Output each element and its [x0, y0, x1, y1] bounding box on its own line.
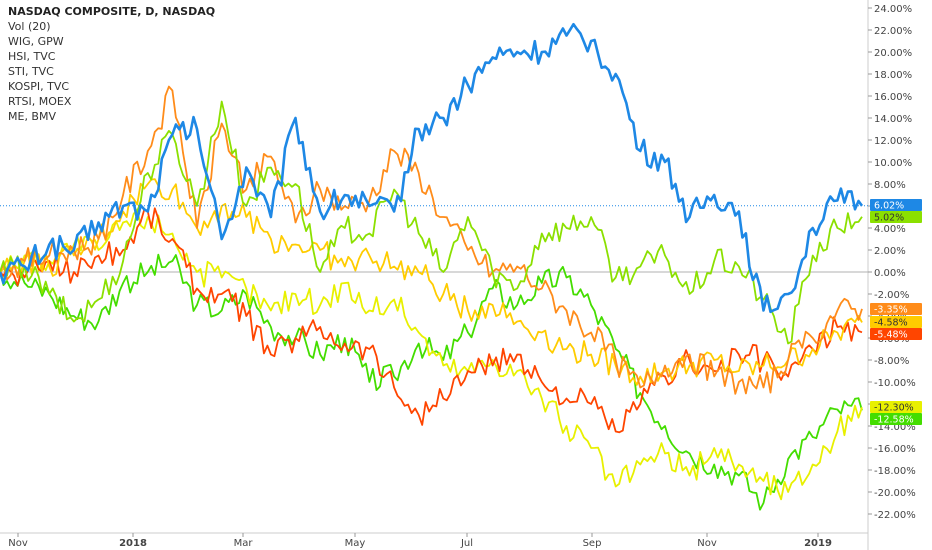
- legend-item-nasdaq[interactable]: NASDAQ COMPOSITE, D, NASDAQ: [8, 5, 216, 18]
- series-lines: [0, 22, 864, 511]
- y-tick-label: 20.00%: [874, 48, 912, 59]
- y-tick-label: 16.00%: [874, 92, 912, 103]
- last-value-text: -5.48%: [874, 330, 908, 341]
- series-line: [0, 85, 863, 395]
- y-tick-label: -22.00%: [874, 510, 916, 521]
- last-value-badge: [870, 328, 922, 340]
- y-tick-label: -20.00%: [874, 488, 916, 499]
- y-tick-label: 2.00%: [874, 246, 906, 257]
- last-value-labels: 6.02%5.02% -3.35% -4.58%-5.48% -12.30%-12.5…: [870, 199, 922, 426]
- legend-item-rtsi[interactable]: RTSI, MOEX: [8, 95, 72, 108]
- x-tick-label: 2019: [804, 538, 832, 549]
- last-value-text: 6.02%: [874, 201, 904, 212]
- series-line: [0, 253, 863, 511]
- legend-item-kospi[interactable]: KOSPI, TVC: [8, 80, 70, 93]
- y-tick-label: 24.00%: [874, 4, 912, 15]
- x-tick-label: Jul: [460, 538, 473, 549]
- y-tick-label: 0.00%: [874, 268, 906, 279]
- x-tick-label: Mar: [234, 538, 254, 549]
- y-tick-label: -16.00%: [874, 444, 916, 455]
- y-tick-label: 14.00%: [874, 114, 912, 125]
- y-tick-label: 10.00%: [874, 158, 912, 169]
- y-tick-label: 4.00%: [874, 224, 906, 235]
- last-value-badge: [870, 316, 922, 328]
- legend-item-sti[interactable]: STI, TVC: [8, 65, 54, 78]
- last-value-badge: [870, 413, 922, 425]
- x-tick-label: May: [345, 538, 366, 549]
- y-tick-label: -10.00%: [874, 378, 916, 389]
- legend-item-volume[interactable]: Vol (20): [8, 20, 51, 33]
- x-tick-label: Sep: [583, 538, 602, 549]
- last-value-text: -12.30%: [874, 403, 914, 414]
- series-line: [0, 207, 863, 434]
- series-line: [0, 178, 863, 386]
- last-value-badge: [870, 401, 922, 413]
- legend-item-wig[interactable]: WIG, GPW: [8, 35, 64, 48]
- y-tick-label: -8.00%: [874, 356, 909, 367]
- y-tick-label: -18.00%: [874, 466, 916, 477]
- last-value-badge: [870, 303, 922, 315]
- y-tick-label: 12.00%: [874, 136, 912, 147]
- last-value-badge: [870, 199, 922, 211]
- y-tick-label: -14.00%: [874, 422, 916, 433]
- last-value-badge: [870, 211, 922, 223]
- last-value-text: -12.58%: [874, 415, 914, 426]
- y-axis-ticks: 24.00% 22.00% 20.00% 18.00% 16.00% 14.00% 12.0…: [868, 4, 916, 521]
- x-axis-ticks: Nov 2018 Mar May Jul Sep Nov 2019: [8, 533, 832, 549]
- series-line: [0, 208, 863, 501]
- last-value-text: -4.58%: [874, 318, 908, 329]
- x-tick-label: Nov: [697, 538, 717, 549]
- y-tick-label: 8.00%: [874, 180, 906, 191]
- last-value-text: 5.02%: [874, 213, 904, 224]
- legend-item-me[interactable]: ME, BMV: [8, 110, 56, 123]
- series-line: [0, 22, 864, 314]
- x-tick-label: 2018: [119, 538, 147, 549]
- series-line: [0, 100, 863, 345]
- y-tick-label: 22.00%: [874, 26, 912, 37]
- y-tick-label: -2.00%: [874, 290, 909, 301]
- x-tick-label: Nov: [8, 538, 28, 549]
- legend: NASDAQ COMPOSITE, D, NASDAQ Vol (20) WIG…: [8, 4, 215, 124]
- last-value-text: -3.35%: [874, 305, 908, 316]
- y-tick-label: 18.00%: [874, 70, 912, 81]
- legend-item-hsi[interactable]: HSI, TVC: [8, 50, 56, 63]
